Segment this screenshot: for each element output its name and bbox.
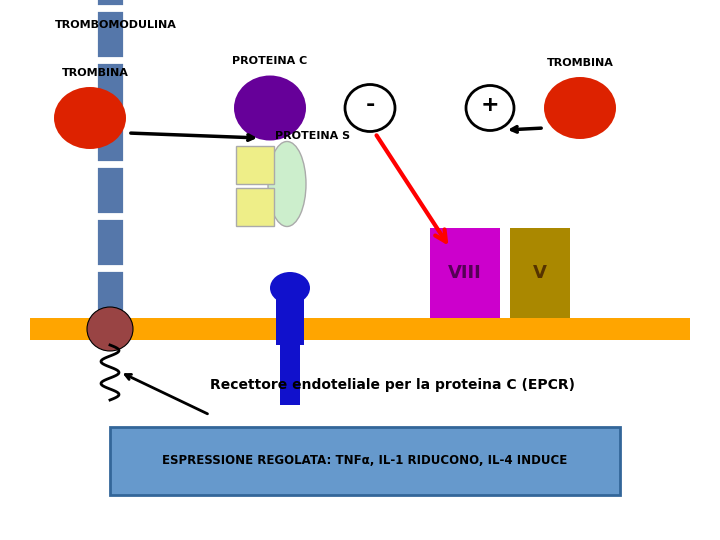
Text: V: V (533, 264, 547, 282)
Bar (96, 10, 124, 58)
Bar (96, 0, 124, 6)
Bar (236, 188, 274, 226)
Ellipse shape (268, 141, 306, 226)
Ellipse shape (87, 307, 133, 351)
Text: PROTEINA S: PROTEINA S (275, 131, 350, 141)
Ellipse shape (234, 76, 306, 140)
Bar (96, 270, 124, 318)
Text: TROMBOMODULINA: TROMBOMODULINA (55, 20, 177, 30)
Ellipse shape (544, 77, 616, 139)
Text: ESPRESSIONE REGOLATA: TNFα, IL-1 RIDUCONO, IL-4 INDUCE: ESPRESSIONE REGOLATA: TNFα, IL-1 RIDUCON… (163, 455, 567, 468)
Bar (280, 340, 300, 405)
Text: TROMBINA: TROMBINA (546, 58, 613, 68)
Text: VIII: VIII (448, 264, 482, 282)
Bar (96, 62, 124, 110)
Text: PROTEINA C: PROTEINA C (233, 56, 307, 66)
Bar (30, 318, 690, 340)
Bar (510, 228, 570, 318)
Text: -: - (365, 95, 374, 115)
Bar (96, 166, 124, 214)
Text: Recettore endoteliale per la proteina C (EPCR): Recettore endoteliale per la proteina C … (210, 378, 575, 392)
Bar (276, 283, 304, 345)
Ellipse shape (270, 272, 310, 304)
Bar (236, 146, 274, 184)
Text: +: + (481, 95, 499, 115)
Ellipse shape (345, 84, 395, 132)
Text: TROMBINA: TROMBINA (62, 68, 128, 78)
Bar (96, 218, 124, 266)
Bar (96, 114, 124, 162)
Ellipse shape (54, 87, 126, 149)
Bar (430, 228, 500, 318)
Ellipse shape (466, 85, 514, 131)
Bar (110, 427, 620, 495)
